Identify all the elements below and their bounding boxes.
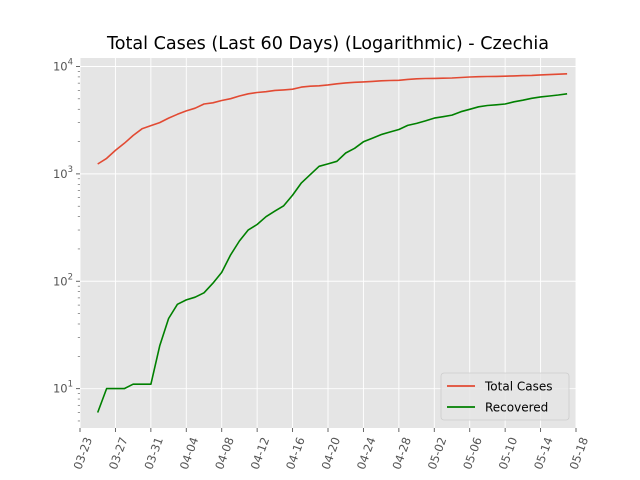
legend-box xyxy=(440,372,570,421)
legend-label: Total Cases xyxy=(484,380,552,394)
y-tick-label: 104 xyxy=(53,58,73,74)
series-line xyxy=(97,73,568,165)
series-layer xyxy=(96,73,568,413)
x-tick-label: 04-08 xyxy=(212,435,237,471)
x-tick-label: 03-27 xyxy=(106,435,131,471)
x-tick-label: 04-04 xyxy=(177,435,202,471)
x-tick-label: 03-23 xyxy=(70,435,95,471)
x-tick-label: 05-02 xyxy=(425,435,450,471)
chart-title: Total Cases (Last 60 Days) (Logarithmic)… xyxy=(106,34,549,54)
x-tick-label: 04-12 xyxy=(248,435,273,471)
y-tick-label: 103 xyxy=(53,165,73,181)
x-tick-label: 05-14 xyxy=(531,435,556,471)
grid-lines xyxy=(79,58,577,428)
legend: Total Cases Recovered xyxy=(440,372,570,421)
x-tick-label: 04-24 xyxy=(354,435,379,471)
y-tick-label: 102 xyxy=(53,272,73,288)
y-tick-label: 101 xyxy=(53,380,73,396)
x-tick-label: 04-20 xyxy=(318,435,343,471)
x-tick-label: 05-06 xyxy=(460,435,485,471)
x-tick-label: 04-16 xyxy=(283,435,308,471)
legend-label: Recovered xyxy=(485,401,548,415)
x-tick-label: 05-10 xyxy=(496,435,521,471)
series-line xyxy=(96,93,568,413)
x-tick-label: 03-31 xyxy=(141,435,166,471)
x-axis: 03-23 03-27 03-31 04-04 04-08 04-12 04-16 04-20… xyxy=(70,428,591,471)
x-tick-label: 04-28 xyxy=(389,435,414,471)
y-axis: 101 102 103 104 xyxy=(53,58,80,422)
x-tick-label: 05-18 xyxy=(566,435,591,471)
